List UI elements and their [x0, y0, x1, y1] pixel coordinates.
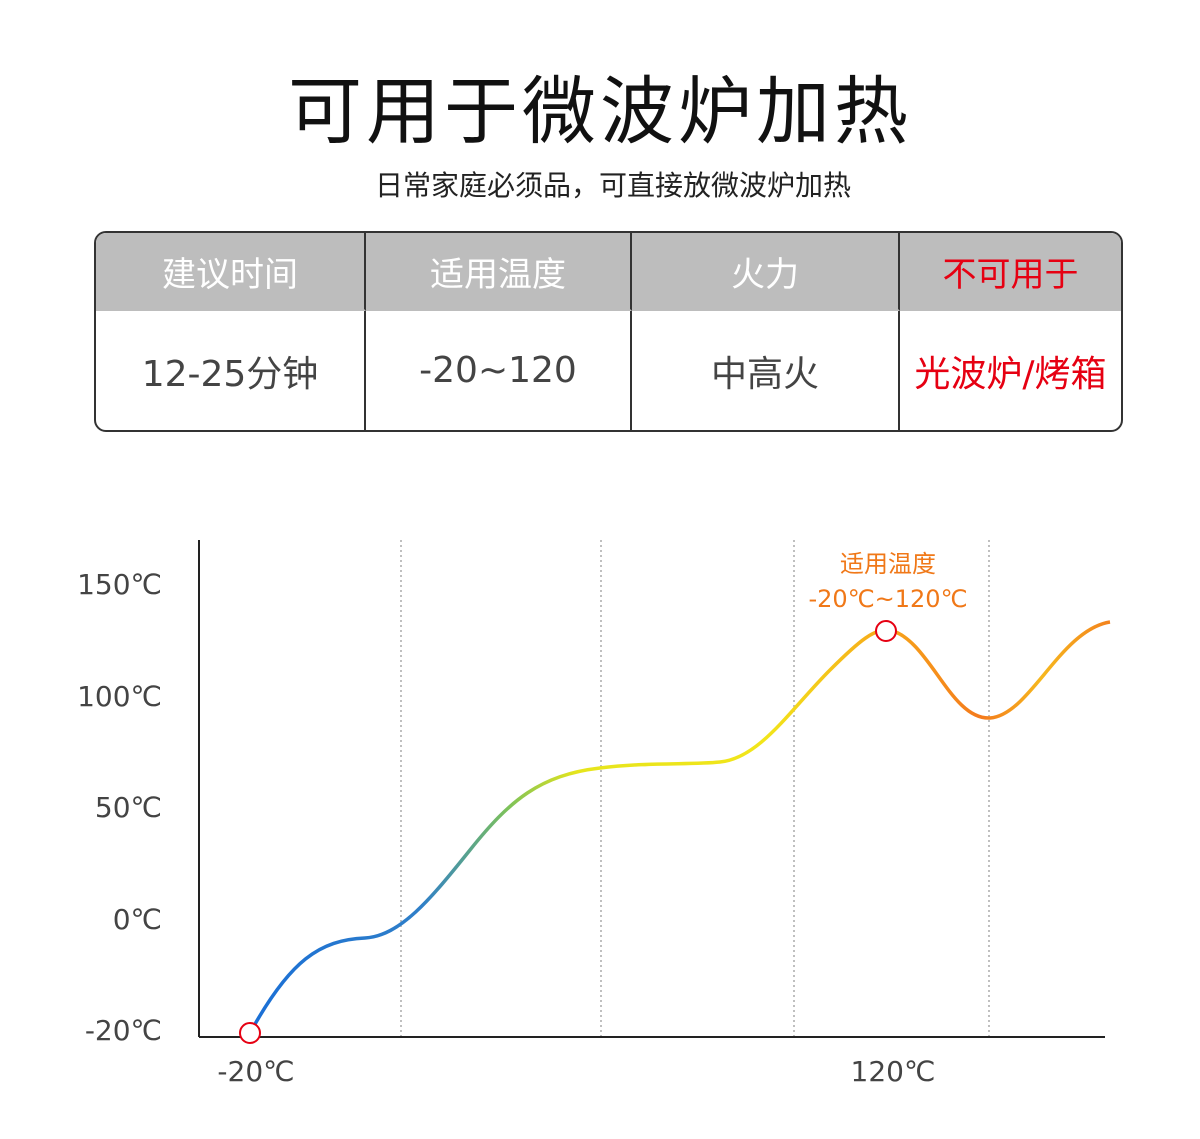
- annotation-range: -20℃~120℃: [808, 585, 967, 613]
- cell: -20~120: [366, 311, 632, 430]
- curve: [248, 620, 1111, 1034]
- header-cell: 不可用于: [900, 233, 1121, 311]
- cell: 12-25分钟: [96, 311, 366, 430]
- spec-table: 建议时间 适用温度 火力 不可用于 12-25分钟 -20~120 中高火 光波…: [94, 231, 1123, 432]
- body-row: 12-25分钟 -20~120 中高火 光波炉/烤箱: [96, 311, 1121, 430]
- header-cell: 适用温度: [366, 233, 632, 311]
- x-label: -20℃: [217, 1055, 294, 1088]
- y-label: 50℃: [95, 791, 162, 824]
- cell: 中高火: [632, 311, 900, 430]
- y-label: 150℃: [77, 568, 162, 601]
- y-label: -20℃: [85, 1014, 162, 1047]
- y-label: 0℃: [113, 903, 162, 936]
- annotation-title: 适用温度: [840, 550, 936, 578]
- header-row: 建议时间 适用温度 火力 不可用于: [96, 233, 1121, 311]
- point: [239, 1022, 261, 1044]
- x-label: 120℃: [851, 1055, 936, 1088]
- y-label: 100℃: [77, 680, 162, 713]
- point: [875, 620, 897, 642]
- title: 可用于微波炉加热: [288, 69, 912, 155]
- cell: 光波炉/烤箱: [914, 353, 1107, 395]
- subtitle: 日常家庭必须品，可直接放微波炉加热: [374, 169, 851, 202]
- header-cell: 火力: [632, 233, 900, 311]
- header-cell: 建议时间: [96, 233, 366, 311]
